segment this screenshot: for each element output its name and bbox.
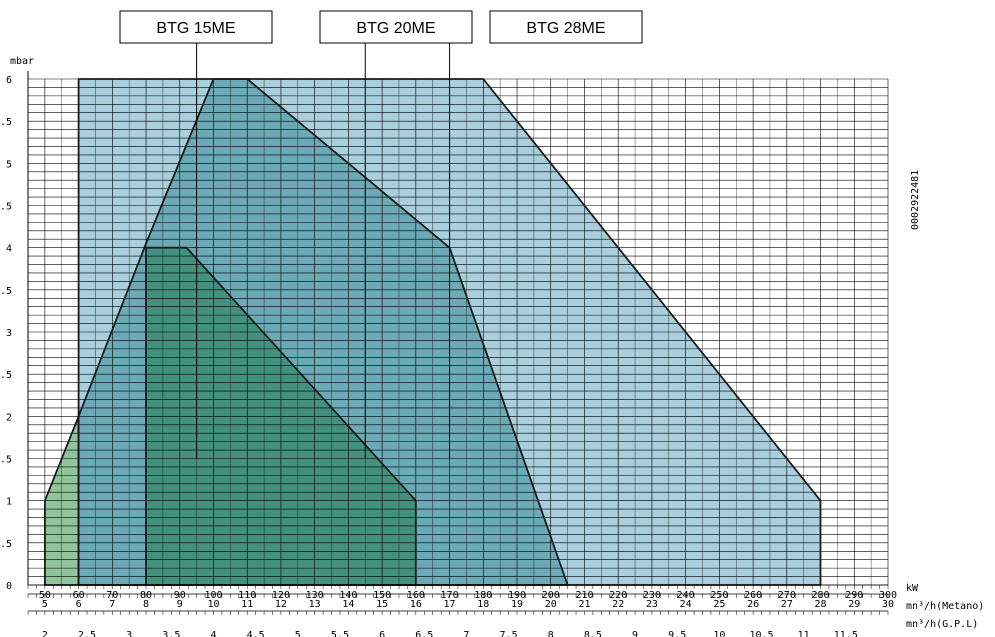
y-axis-label: mbar — [10, 56, 34, 67]
x-tick-gpl: 5 — [295, 630, 301, 637]
y-tick-label: 3.5 — [0, 286, 12, 297]
x-tick-kw: 110 — [238, 590, 256, 601]
label-box — [319, 10, 473, 44]
x-tick-metano: 22 — [612, 599, 624, 610]
x-tick-metano: 25 — [713, 599, 725, 610]
x-tick-gpl: 11.5 — [834, 630, 858, 637]
x-tick-gpl: 7.5 — [500, 630, 518, 637]
x-tick-kw: 240 — [677, 590, 695, 601]
x-tick-metano: 18 — [477, 599, 489, 610]
x-tick-metano: 14 — [342, 599, 354, 610]
x-tick-metano: 27 — [781, 599, 793, 610]
x-tick-kw: 90 — [174, 590, 186, 601]
x-tick-gpl: 7 — [463, 630, 469, 637]
x-unit-kw: kW — [906, 583, 919, 594]
x-tick-kw: 180 — [474, 590, 492, 601]
y-tick-label: 1.5 — [0, 455, 12, 466]
doc-code: 0002922481 — [910, 170, 921, 230]
x-tick-metano: 11 — [241, 599, 253, 610]
x-tick-gpl: 6.5 — [415, 630, 433, 637]
x-tick-kw: 140 — [339, 590, 357, 601]
x-tick-gpl: 3 — [126, 630, 132, 637]
x-tick-gpl: 10 — [713, 630, 725, 637]
label-box-text: BTG 20ME — [356, 20, 435, 37]
y-tick-label: 4 — [6, 244, 12, 255]
x-tick-metano: 21 — [578, 599, 590, 610]
y-tick-label: 3 — [6, 328, 12, 339]
x-tick-kw: 100 — [204, 590, 222, 601]
x-unit-gpl: mn³/h(G.P.L) — [906, 619, 978, 630]
x-tick-gpl: 3.5 — [162, 630, 180, 637]
x-tick-kw: 210 — [575, 590, 593, 601]
y-tick-label: 0 — [6, 581, 12, 592]
x-tick-kw: 170 — [441, 590, 459, 601]
x-tick-gpl: 9.5 — [668, 630, 686, 637]
y-tick-label: 5 — [6, 159, 12, 170]
x-tick-gpl: 5.5 — [331, 630, 349, 637]
x-tick-kw: 130 — [306, 590, 324, 601]
x-tick-gpl: 10.5 — [749, 630, 773, 637]
x-tick-gpl: 4.5 — [247, 630, 265, 637]
x-tick-metano: 28 — [815, 599, 827, 610]
x-tick-gpl: 9 — [632, 630, 638, 637]
x-tick-kw: 230 — [643, 590, 661, 601]
y-tick-label: 4.5 — [0, 202, 12, 213]
x-tick-kw: 270 — [778, 590, 796, 601]
x-tick-kw: 190 — [508, 590, 526, 601]
label-box — [489, 10, 643, 44]
x-tick-gpl: 11 — [798, 630, 810, 637]
y-tick-label: 0.5 — [0, 539, 12, 550]
x-tick-kw: 150 — [373, 590, 391, 601]
x-tick-kw: 200 — [542, 590, 560, 601]
x-tick-kw: 70 — [106, 590, 118, 601]
x-tick-kw: 250 — [710, 590, 728, 601]
y-tick-label: 1 — [6, 497, 12, 508]
x-tick-kw: 120 — [272, 590, 290, 601]
x-unit-metano: mn³/h(Metano) — [906, 601, 984, 612]
x-tick-metano: 17 — [444, 599, 456, 610]
x-tick-gpl: 2.5 — [78, 630, 96, 637]
x-tick-kw: 80 — [140, 590, 152, 601]
x-tick-kw: 160 — [407, 590, 425, 601]
label-box-text: BTG 15ME — [156, 20, 235, 37]
x-tick-metano: 20 — [545, 599, 557, 610]
x-tick-gpl: 4 — [210, 630, 216, 637]
x-tick-metano: 5 — [42, 599, 48, 610]
x-tick-metano: 23 — [646, 599, 658, 610]
x-tick-metano: 19 — [511, 599, 523, 610]
x-tick-metano: 15 — [376, 599, 388, 610]
x-tick-gpl: 2 — [42, 630, 48, 637]
x-tick-gpl: 8.5 — [584, 630, 602, 637]
y-tick-label: 6 — [6, 75, 12, 86]
y-tick-label: 2 — [6, 412, 12, 423]
x-tick-kw: 50 — [39, 590, 51, 601]
x-tick-kw: 220 — [609, 590, 627, 601]
x-tick-metano: 16 — [410, 599, 422, 610]
x-tick-kw: 260 — [744, 590, 762, 601]
x-tick-metano: 29 — [848, 599, 860, 610]
x-tick-metano: 24 — [680, 599, 692, 610]
x-tick-metano: 26 — [747, 599, 759, 610]
x-tick-metano: 8 — [143, 599, 149, 610]
label-box — [119, 10, 273, 44]
x-tick-metano: 6 — [76, 599, 82, 610]
x-tick-gpl: 6 — [379, 630, 385, 637]
x-tick-metano: 7 — [109, 599, 115, 610]
x-tick-metano: 13 — [309, 599, 321, 610]
series-outline-btg-20me — [77, 78, 569, 586]
y-tick-label: 2.5 — [0, 370, 12, 381]
y-tick-label: 5.5 — [0, 117, 12, 128]
x-tick-kw: 60 — [73, 590, 85, 601]
x-tick-metano: 10 — [207, 599, 219, 610]
x-tick-metano: 30 — [882, 599, 894, 610]
x-tick-kw: 300 — [879, 590, 897, 601]
x-tick-metano: 12 — [275, 599, 287, 610]
label-box-text: BTG 28ME — [526, 20, 605, 37]
grid — [28, 78, 889, 586]
x-tick-gpl: 8 — [548, 630, 554, 637]
x-tick-metano: 9 — [177, 599, 183, 610]
x-tick-kw: 290 — [845, 590, 863, 601]
x-tick-kw: 280 — [812, 590, 830, 601]
